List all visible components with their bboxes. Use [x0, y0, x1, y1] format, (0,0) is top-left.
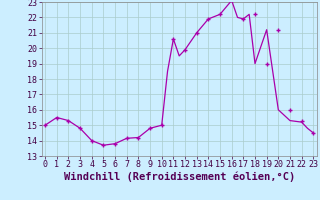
- X-axis label: Windchill (Refroidissement éolien,°C): Windchill (Refroidissement éolien,°C): [64, 172, 295, 182]
